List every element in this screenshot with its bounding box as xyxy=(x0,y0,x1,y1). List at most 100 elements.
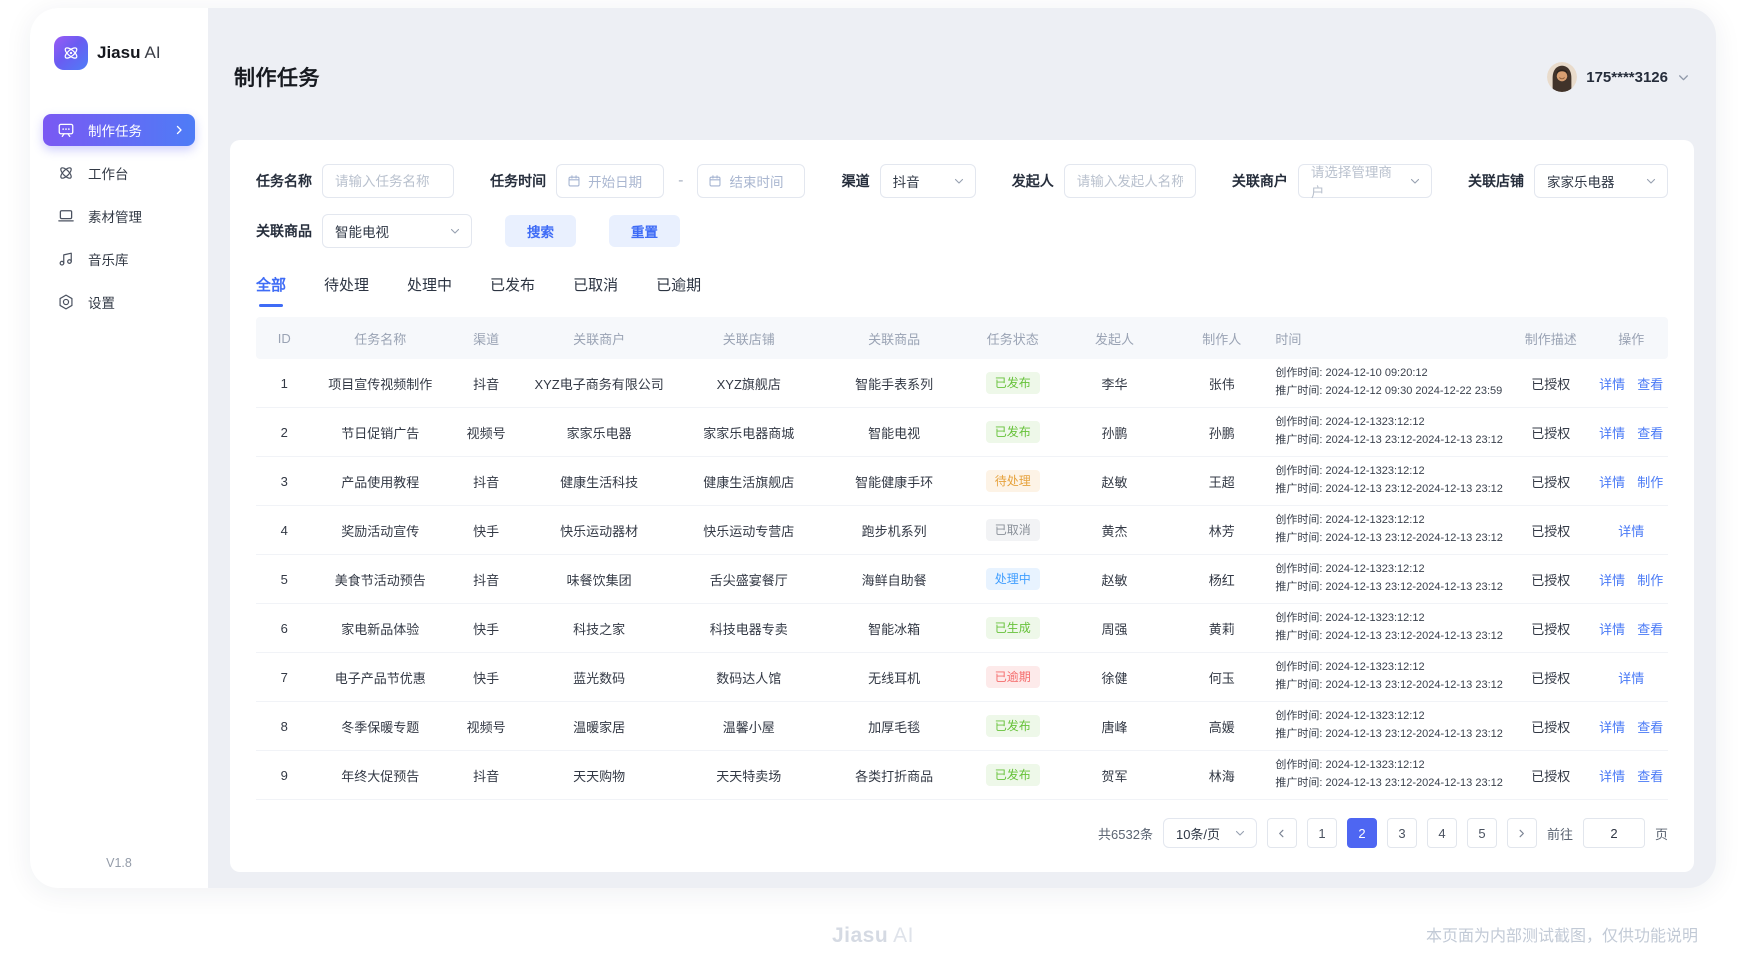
action-link-view[interactable]: 查看 xyxy=(1637,376,1664,392)
action-link-make[interactable]: 制作 xyxy=(1637,572,1664,588)
sidebar-item-settings[interactable]: 设置 xyxy=(30,286,208,318)
cell-maker: 高媛 xyxy=(1208,719,1235,735)
tab-processing[interactable]: 处理中 xyxy=(407,277,453,294)
cell-desc: 已授权 xyxy=(1531,621,1571,637)
app-version: V1.8 xyxy=(106,856,132,870)
next-page-button[interactable] xyxy=(1506,818,1537,848)
channel-select[interactable]: 抖音 xyxy=(879,164,976,198)
column-header: 操作 xyxy=(1618,331,1645,347)
chevron-right-icon xyxy=(1516,828,1527,839)
sidebar-item-tasks[interactable]: 制作任务 xyxy=(43,114,195,146)
cell-channel: 抖音 xyxy=(473,376,500,392)
cell-task-name: 冬季保暖专题 xyxy=(341,719,420,735)
calendar-icon xyxy=(567,174,581,188)
end-date-input[interactable]: 结束时间 xyxy=(697,164,806,198)
action-link-detail[interactable]: 详情 xyxy=(1599,719,1626,735)
cell-product: 各类打折商品 xyxy=(855,768,934,784)
task-name-input[interactable] xyxy=(322,164,454,198)
chevron-down-icon xyxy=(1677,71,1690,84)
time-line: 创作时间: 2024-12-1323:12:12 xyxy=(1275,661,1425,674)
table-row: 7 电子产品节优惠 快手 蓝光数码 数码达人馆 无线耳机 已逾期 徐健 何玉 创作时间: 2024… xyxy=(256,653,1668,702)
tab-cancelled[interactable]: 已取消 xyxy=(573,277,619,294)
column-header: 关联商户 xyxy=(573,331,626,347)
start-date-input[interactable]: 开始日期 xyxy=(556,164,665,198)
action-link-view[interactable]: 查看 xyxy=(1637,425,1664,441)
action-link-view[interactable]: 查看 xyxy=(1637,621,1664,637)
page-button-2[interactable]: 2 xyxy=(1346,818,1377,848)
shop-select[interactable]: 家家乐电器 xyxy=(1533,164,1668,198)
page-button-5[interactable]: 5 xyxy=(1466,818,1497,848)
cell-id: 1 xyxy=(280,375,288,391)
merchant-select[interactable]: 请选择管理商户 xyxy=(1297,164,1432,200)
time-line: 创作时间: 2024-12-1323:12:12 xyxy=(1275,514,1425,527)
cell-maker: 杨红 xyxy=(1208,572,1235,588)
cell-product: 智能手表系列 xyxy=(855,376,934,392)
sidebar-item-materials[interactable]: 素材管理 xyxy=(30,200,208,232)
tab-all[interactable]: 全部 xyxy=(256,274,286,307)
table-row: 9 年终大促预告 抖音 天天购物 天天特卖场 各类打折商品 已发布 贺军 林海 创作时间: 202… xyxy=(256,751,1668,800)
main-header: 制作任务 175****3126 xyxy=(208,8,1716,126)
time-line: 创作时间: 2024-12-1323:12:12 xyxy=(1275,612,1425,625)
page-size-select[interactable]: 10条/页 xyxy=(1162,818,1257,848)
action-link-detail[interactable]: 详情 xyxy=(1599,474,1626,490)
action-link-detail[interactable]: 详情 xyxy=(1599,621,1626,637)
action-link-view[interactable]: 查看 xyxy=(1637,768,1664,784)
tab-overdue[interactable]: 已逾期 xyxy=(656,277,702,294)
time-line: 推广时间: 2024-12-13 23:12-2024-12-13 23:12 xyxy=(1275,483,1503,495)
time-line: 推广时间: 2024-12-12 09:30 2024-12-22 23:59 xyxy=(1275,385,1503,397)
table-row: 4 奖励活动宣传 快手 快乐运动器材 快乐运动专营店 跑步机系列 已取消 黄杰 林芳 创作时间: … xyxy=(256,506,1668,555)
status-badge: 已取消 xyxy=(985,518,1040,542)
tab-pending[interactable]: 待处理 xyxy=(324,277,370,294)
table-row: 8 冬季保暖专题 视频号 温暖家居 温馨小屋 加厚毛毯 已发布 唐峰 高媛 创作时间: 2024-… xyxy=(256,702,1668,751)
action-link-detail[interactable]: 详情 xyxy=(1599,572,1626,588)
cell-actions: 详情 查看 xyxy=(1594,717,1667,736)
cell-task-name: 年终大促预告 xyxy=(341,768,420,784)
cell-task-name: 项目宣传视频制作 xyxy=(328,376,433,392)
footer-note: 本页面为内部测试截图，仅供功能说明 xyxy=(1425,928,1698,945)
status-tabs: 全部 待处理 处理中 已发布 已取消 已逾期 xyxy=(256,274,1668,307)
action-link-detail[interactable]: 详情 xyxy=(1599,376,1626,392)
action-link-detail[interactable]: 详情 xyxy=(1599,425,1626,441)
action-link-detail[interactable]: 详情 xyxy=(1618,523,1645,539)
action-link-make[interactable]: 制作 xyxy=(1637,474,1664,490)
action-link-detail[interactable]: 详情 xyxy=(1618,670,1645,686)
initiator-label: 发起人 xyxy=(1011,173,1054,189)
product-select[interactable]: 智能电视 xyxy=(322,214,472,248)
goto-page-input[interactable] xyxy=(1582,818,1645,848)
cell-actions: 详情 制作 xyxy=(1594,570,1667,589)
page-button-1[interactable]: 1 xyxy=(1306,818,1337,848)
filter-initiator: 发起人 xyxy=(1012,164,1196,198)
page-button-4[interactable]: 4 xyxy=(1426,818,1457,848)
initiator-input[interactable] xyxy=(1063,164,1196,198)
action-link-detail[interactable]: 详情 xyxy=(1599,768,1626,784)
time-line: 推广时间: 2024-12-13 23:12-2024-12-13 23:12 xyxy=(1275,581,1503,593)
reset-button[interactable]: 重置 xyxy=(609,215,680,247)
cell-id: 3 xyxy=(280,473,288,489)
page-button-3[interactable]: 3 xyxy=(1386,818,1417,848)
avatar xyxy=(1547,62,1578,92)
prev-page-button[interactable] xyxy=(1266,818,1297,848)
cell-actions: 详情 查看 xyxy=(1594,374,1667,393)
action-link-view[interactable]: 查看 xyxy=(1637,719,1664,735)
app-window: Jiasu AI 制作任务 工作台 素材管理 音乐库 设置 V1.8 制作任务 xyxy=(30,8,1716,888)
user-menu[interactable]: 175****3126 xyxy=(1547,62,1690,92)
status-badge: 处理中 xyxy=(985,567,1040,591)
cell-initiator: 黄杰 xyxy=(1101,523,1128,539)
table-row: 2 节日促销广告 视频号 家家乐电器 家家乐电器商城 智能电视 已发布 孙鹏 孙鹏 创作时间: 2… xyxy=(256,408,1668,457)
column-header: ID xyxy=(277,330,291,346)
end-date-placeholder: 结束时间 xyxy=(729,175,784,190)
main-area: 制作任务 175****3126 xyxy=(208,8,1716,888)
cell-task-name: 产品使用教程 xyxy=(341,474,420,490)
sidebar-item-music[interactable]: 音乐库 xyxy=(30,243,208,275)
cell-desc: 已授权 xyxy=(1531,670,1571,686)
time-line: 创作时间: 2024-12-1323:12:12 xyxy=(1275,759,1425,772)
column-header: 任务状态 xyxy=(986,331,1039,347)
time-line: 推广时间: 2024-12-13 23:12-2024-12-13 23:12 xyxy=(1275,777,1503,789)
task-name-label: 任务名称 xyxy=(256,173,312,189)
cell-merchant: 快乐运动器材 xyxy=(560,523,639,539)
tab-published[interactable]: 已发布 xyxy=(490,277,536,294)
sidebar-item-workbench[interactable]: 工作台 xyxy=(30,157,208,189)
cell-time: 创作时间: 2024-12-1323:12:12 推广时间: 2024-12-13… xyxy=(1275,512,1507,547)
search-button[interactable]: 搜索 xyxy=(505,215,576,247)
